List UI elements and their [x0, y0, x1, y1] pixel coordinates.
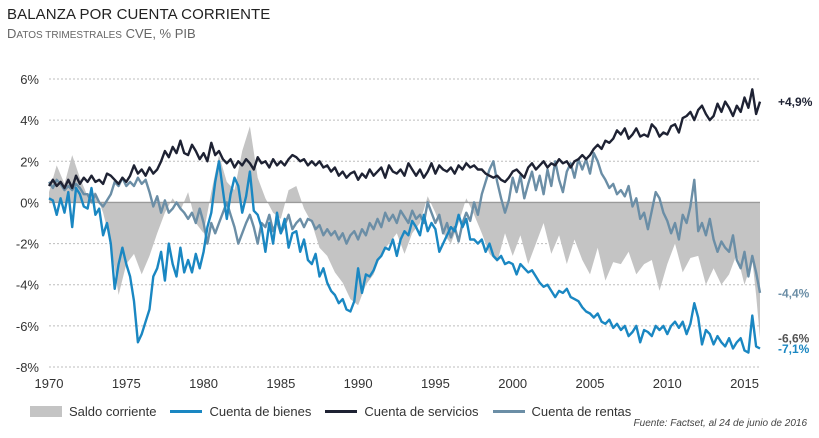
subtitle-rest: CVE, % PIB — [121, 26, 196, 41]
y-tick-label: 4% — [20, 113, 39, 128]
legend-saldo: Saldo corriente — [30, 404, 156, 419]
y-tick-label: 6% — [20, 72, 39, 87]
legend-label-bienes: Cuenta de bienes — [209, 404, 312, 419]
y-tick-label: -2% — [16, 237, 40, 252]
x-tick-label: 1995 — [421, 376, 450, 391]
y-tick-label: -8% — [16, 360, 40, 375]
chart-title: BALANZA POR CUENTA CORRIENTE — [7, 6, 271, 23]
source-note: Fuente: Factset, al 24 de junio de 2016 — [633, 418, 807, 429]
y-tick-label: -4% — [16, 278, 40, 293]
x-tick-label: 1970 — [35, 376, 64, 391]
legend-label-servicios: Cuenta de servicios — [364, 404, 479, 419]
legend-label-saldo: Saldo corriente — [69, 404, 157, 419]
series-lines — [47, 88, 762, 354]
legend-swatch-saldo — [30, 406, 62, 417]
x-tick-label: 2010 — [653, 376, 682, 391]
end-labels: +4,9% -4,4% -6,6%-7,1% — [778, 95, 813, 356]
legend: Saldo corriente Cuenta de bienes Cuenta … — [30, 404, 645, 419]
subtitle-smallcaps: ATOS TRIMESTRALES — [16, 30, 122, 41]
legend-swatch-rentas — [492, 410, 525, 413]
legend-swatch-servicios — [325, 410, 358, 413]
legend-bienes: Cuenta de bienes — [170, 404, 311, 419]
legend-servicios: Cuenta de servicios — [325, 404, 479, 419]
chart-subtitle: DATOS TRIMESTRALES CVE, % PIB — [7, 26, 196, 41]
line-servicios — [47, 88, 762, 190]
y-tick-label: 2% — [20, 154, 39, 169]
subtitle-lead: D — [7, 26, 17, 41]
line-rentas — [47, 151, 762, 294]
x-tick-label: 2000 — [498, 376, 527, 391]
y-tick-label: -6% — [16, 319, 40, 334]
x-tick-label: 2015 — [730, 376, 759, 391]
legend-label-rentas: Cuenta de rentas — [531, 404, 632, 419]
x-tick-label: 1980 — [189, 376, 218, 391]
end-label: -7,1% — [778, 342, 810, 356]
end-label: -6,6% — [778, 332, 810, 346]
legend-rentas: Cuenta de rentas — [492, 404, 632, 419]
x-tick-label: 1985 — [266, 376, 295, 391]
end-label: -4,4% — [778, 286, 810, 300]
x-tick-labels: 1970 1975 1980 1985 1990 1995 2000 2005 2010 2015 — [35, 376, 759, 391]
line-bienes — [48, 160, 761, 354]
y-tick-label: 0% — [20, 195, 39, 210]
legend-swatch-bienes — [170, 410, 203, 413]
x-tick-label: 2005 — [576, 376, 605, 391]
end-label: +4,9% — [778, 95, 813, 109]
x-tick-label: 1990 — [344, 376, 373, 391]
x-tick-label: 1975 — [112, 376, 141, 391]
y-tick-labels: 6% 4% 2% 0% -2% -4% -6% -8% — [16, 72, 40, 375]
